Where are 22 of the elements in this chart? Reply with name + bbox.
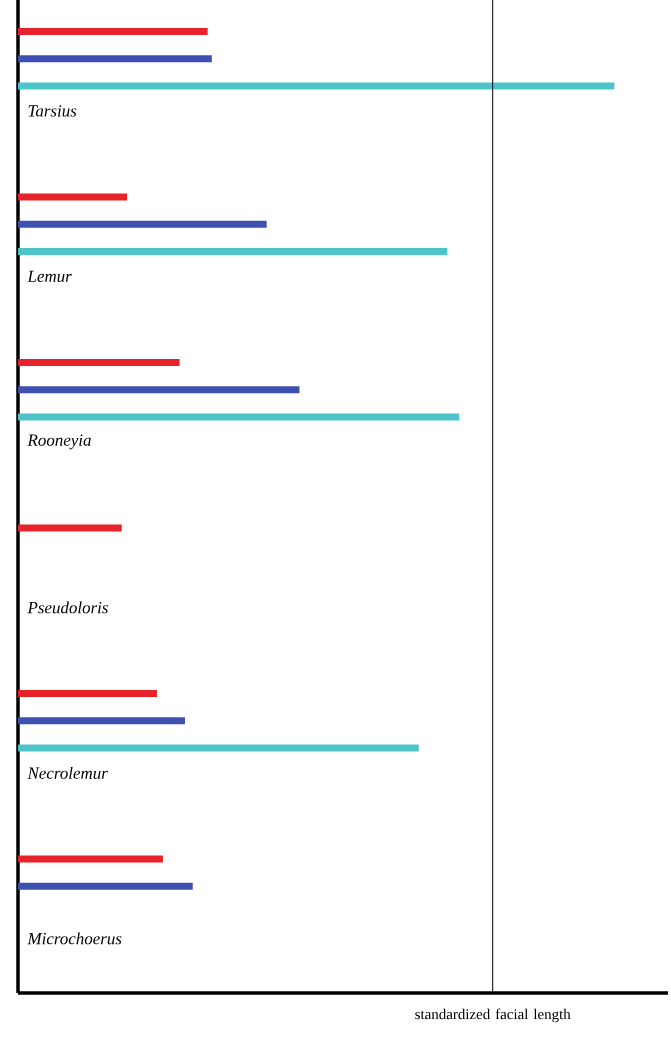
bar — [18, 413, 460, 421]
bar — [18, 193, 128, 201]
y-tick-label: Tarsius — [28, 105, 77, 117]
bar — [18, 744, 419, 752]
bar — [18, 882, 193, 890]
bar — [18, 82, 615, 90]
bar — [18, 717, 185, 725]
bar — [18, 358, 180, 366]
bar — [18, 27, 208, 35]
y-tick-label: Lemur — [27, 270, 72, 283]
ref-line-label: standardized facial length — [415, 1008, 571, 1023]
bar — [18, 220, 267, 228]
bar — [18, 386, 300, 394]
y-tick-label: Rooneyia — [27, 434, 91, 450]
y-tick-label: Microchoerus — [27, 932, 122, 945]
bar — [18, 524, 122, 532]
bar — [18, 248, 448, 256]
bar — [18, 689, 157, 697]
y-tick-label: Pseudoloris — [27, 601, 108, 614]
y-tick-label: Necrolemur — [27, 766, 108, 779]
bar — [18, 855, 163, 863]
bar — [18, 55, 212, 63]
